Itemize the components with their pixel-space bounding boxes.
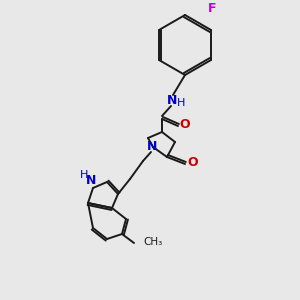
Text: N: N xyxy=(147,140,157,152)
Text: CH₃: CH₃ xyxy=(143,237,162,247)
Text: H: H xyxy=(80,170,88,180)
Text: O: O xyxy=(180,118,190,131)
Text: F: F xyxy=(208,2,216,16)
Text: N: N xyxy=(167,94,177,106)
Text: H: H xyxy=(177,98,185,108)
Text: N: N xyxy=(86,175,96,188)
Text: O: O xyxy=(188,157,198,169)
